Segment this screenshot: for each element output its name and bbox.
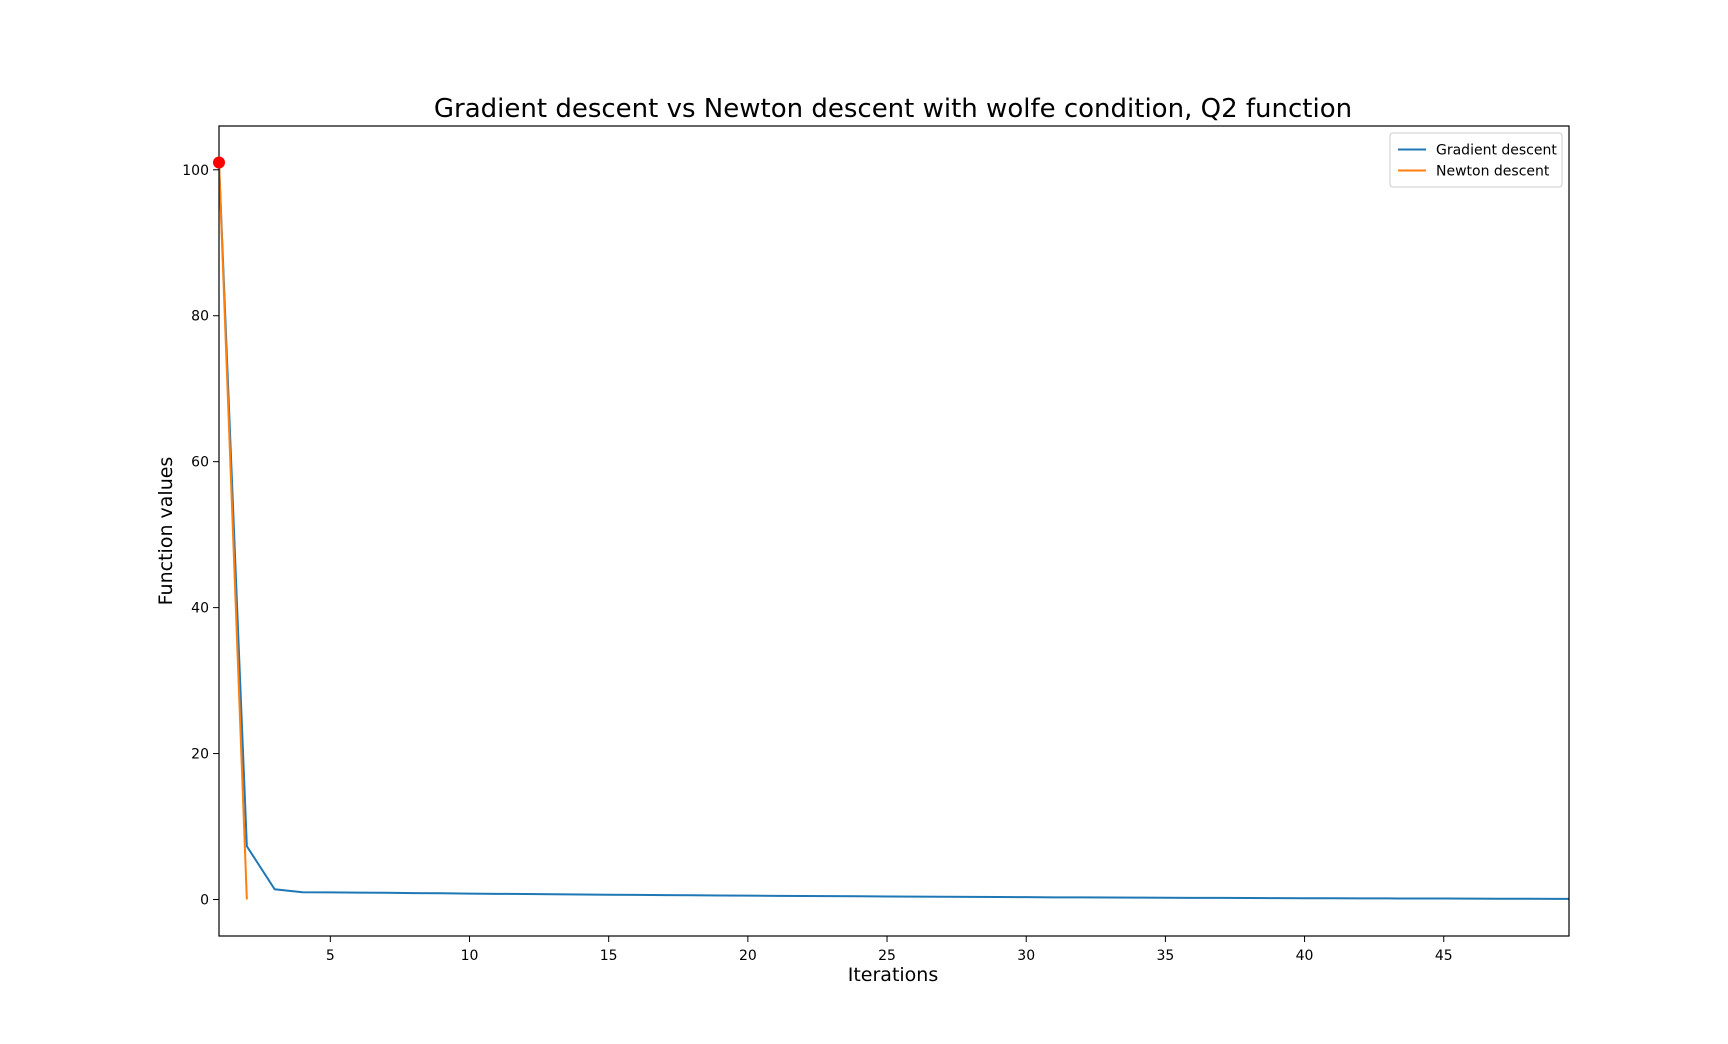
x-tick-label: 45	[1435, 948, 1453, 964]
x-axis: 5 10 15 20 25 30 35 40 45	[326, 936, 1453, 964]
x-tick-label: 30	[1017, 948, 1035, 964]
y-tick-label: 80	[191, 309, 209, 325]
x-tick-label: 40	[1296, 948, 1314, 964]
legend: Gradient descent Newton descent	[1389, 132, 1563, 188]
legend-label-2: Newton descent	[1436, 164, 1550, 180]
series-line-2	[219, 162, 248, 900]
chart-title: Gradient descent vs Newton descent with …	[434, 94, 1352, 124]
plot-area	[219, 162, 1569, 900]
x-tick-label: 10	[461, 948, 479, 964]
y-tick-label: 60	[191, 455, 209, 471]
x-tick-label: 25	[878, 948, 896, 964]
x-axis-label: Iterations	[848, 964, 939, 986]
start-point-marker-1	[213, 156, 225, 169]
y-axis-label: Function values	[155, 457, 177, 606]
x-tick-label: 20	[739, 948, 757, 964]
x-tick-label: 35	[1156, 948, 1174, 964]
y-axis: 0 20 40 60 80 100	[182, 163, 219, 909]
x-tick-label: 5	[326, 948, 335, 964]
series-line-1	[219, 162, 1569, 900]
y-tick-label: 40	[191, 601, 209, 617]
y-tick-label: 20	[191, 747, 209, 763]
axes-frame	[218, 125, 1570, 937]
legend-label-1: Gradient descent	[1436, 143, 1557, 159]
x-tick-label: 15	[600, 948, 618, 964]
y-tick-label: 0	[200, 893, 209, 909]
y-tick-label: 100	[182, 163, 209, 179]
legend-box	[1389, 132, 1563, 188]
